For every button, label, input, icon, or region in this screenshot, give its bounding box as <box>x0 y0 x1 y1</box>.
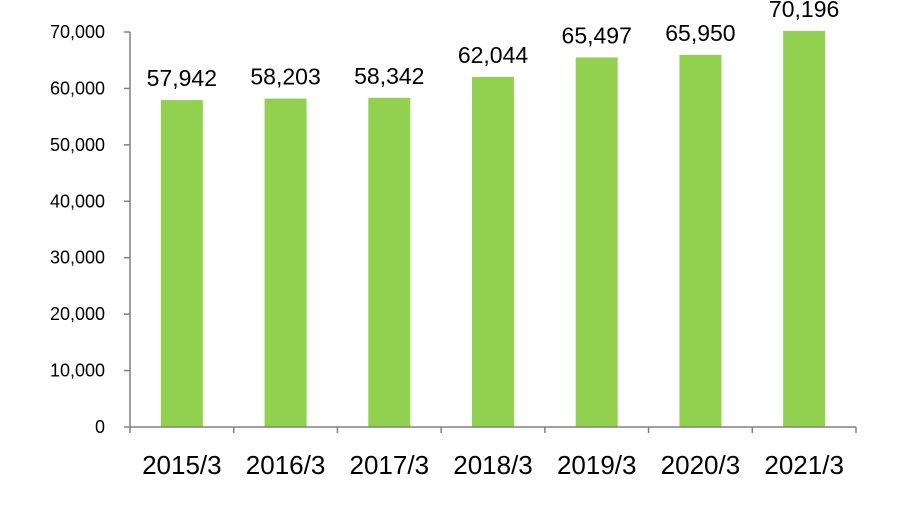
data-label: 57,942 <box>147 65 217 91</box>
x-tick-label: 2018/3 <box>453 450 533 480</box>
x-axis-labels: 2015/3 2016/3 2017/3 2018/3 2019/3 2020/3 2021… <box>142 450 844 480</box>
bar <box>160 100 203 428</box>
y-tick-label: 40,000 <box>50 191 105 211</box>
bar <box>472 76 514 428</box>
bar <box>264 98 307 427</box>
y-tick-label: 20,000 <box>50 304 105 324</box>
y-axis-ticks: 0 10,000 20,000 30,000 40,000 50,000 60,000 70,… <box>50 22 130 437</box>
x-axis-ticks <box>129 427 857 433</box>
y-tick-label: 30,000 <box>50 248 105 268</box>
y-tick-label: 70,000 <box>50 22 105 42</box>
data-label: 62,044 <box>458 42 529 68</box>
y-tick-label: 10,000 <box>50 361 105 381</box>
y-tick-label: 60,000 <box>50 78 105 98</box>
x-tick-label: 2021/3 <box>764 450 844 480</box>
data-label: 70,196 <box>769 0 839 22</box>
bars-group <box>160 30 826 428</box>
data-label: 65,497 <box>562 22 632 48</box>
x-tick-label: 2016/3 <box>246 450 326 480</box>
data-label: 65,950 <box>665 20 735 46</box>
data-label: 58,342 <box>354 63 424 89</box>
x-tick-label: 2017/3 <box>350 450 430 480</box>
bar <box>679 54 722 427</box>
bar <box>575 57 618 427</box>
data-labels-group: 57,942 58,203 58,342 62,044 65,497 65,950 70,1… <box>147 0 840 91</box>
x-tick-label: 2020/3 <box>661 450 741 480</box>
data-label: 58,203 <box>250 64 320 90</box>
bar <box>783 30 826 427</box>
y-tick-label: 0 <box>95 417 105 437</box>
x-tick-label: 2015/3 <box>142 450 222 480</box>
bar <box>368 97 411 428</box>
y-tick-label: 50,000 <box>50 135 105 155</box>
x-tick-label: 2019/3 <box>557 450 637 480</box>
